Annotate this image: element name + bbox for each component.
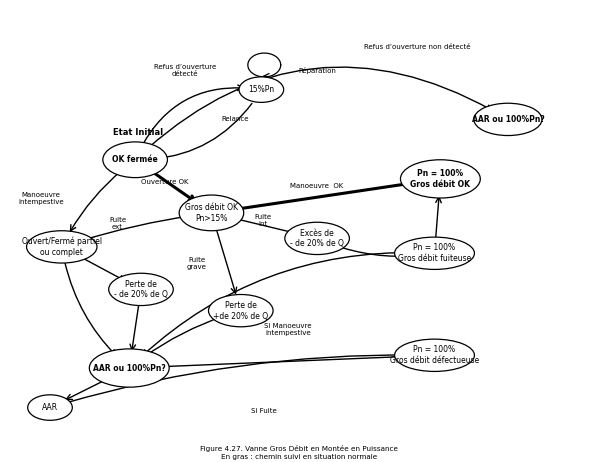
Ellipse shape [179,195,244,231]
Ellipse shape [26,231,97,263]
Ellipse shape [89,349,169,387]
Ellipse shape [28,395,72,420]
Text: Ouvert/Fermé partiel
ou complet: Ouvert/Fermé partiel ou complet [22,237,102,257]
Ellipse shape [208,294,273,327]
Text: Figure 4.27. Vanne Gros Débit en Montée en Puissance
En gras : chemin suivi en s: Figure 4.27. Vanne Gros Débit en Montée … [201,445,398,460]
Text: Fuite
grave: Fuite grave [187,257,207,270]
Ellipse shape [395,339,474,371]
Text: 15%Pn: 15%Pn [248,85,274,94]
Text: Fuite
ext: Fuite ext [109,217,126,230]
Text: Refus d’ouverture
détecté: Refus d’ouverture détecté [154,64,216,77]
Text: Refus d’ouverture non détecté: Refus d’ouverture non détecté [364,44,470,50]
Ellipse shape [109,273,173,305]
Text: Gros débit OK
Pn>15%: Gros débit OK Pn>15% [185,203,238,223]
Ellipse shape [285,222,349,255]
Text: Relance: Relance [221,116,249,122]
Text: Pn = 100%
Gros débit défectueuse: Pn = 100% Gros débit défectueuse [390,346,479,365]
Text: Ouverture OK: Ouverture OK [141,179,188,185]
Text: Excès de
- de 20% de Q: Excès de - de 20% de Q [290,229,344,248]
Text: OK fermée: OK fermée [112,155,158,164]
Text: AAR: AAR [42,403,58,412]
Text: Manoeuvre  OK: Manoeuvre OK [291,183,344,189]
Text: AAR ou 100%Pn?: AAR ou 100%Pn? [93,364,166,372]
Text: Perte de
- de 20% de Q: Perte de - de 20% de Q [114,280,168,299]
Ellipse shape [474,103,542,135]
Ellipse shape [103,142,168,177]
Text: Fuite
int: Fuite int [255,214,272,227]
Text: Manoeuvre
intempestive: Manoeuvre intempestive [19,192,64,205]
Ellipse shape [395,237,474,269]
Text: Pn = 100%
Gros débit OK: Pn = 100% Gros débit OK [410,169,470,189]
Ellipse shape [239,77,284,103]
Text: Réparation: Réparation [298,67,336,74]
Text: Si Manoeuvre
intempestive: Si Manoeuvre intempestive [264,323,311,336]
Ellipse shape [401,160,480,198]
Text: Si Fuite: Si Fuite [252,408,277,414]
Text: Perte de
+de 20% de Q: Perte de +de 20% de Q [213,301,268,321]
Text: Etat Initial: Etat Initial [113,128,163,138]
Text: AAR ou 100%Pn?: AAR ou 100%Pn? [471,115,544,124]
Text: Pn = 100%
Gros débit fuiteuse: Pn = 100% Gros débit fuiteuse [398,243,471,263]
